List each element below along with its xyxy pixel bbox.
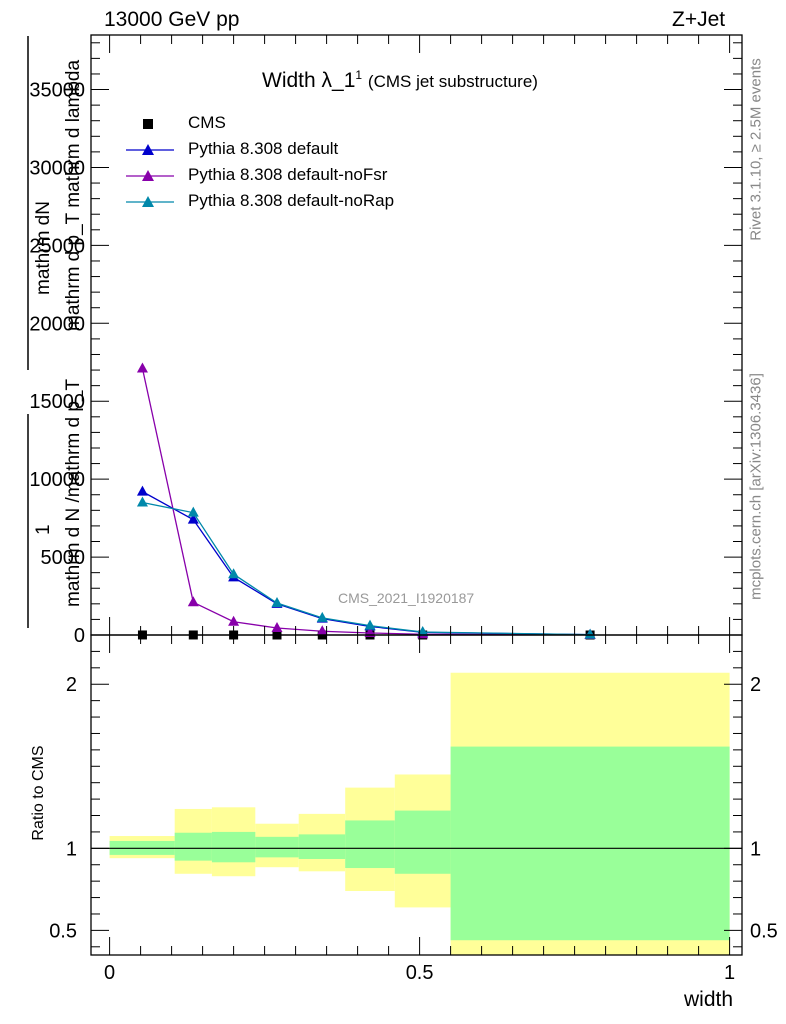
rivet-version-label: Rivet 3.1.10, ≥ 2.5M events — [747, 58, 765, 241]
ratio-y-tick-label: 2 — [750, 674, 761, 696]
data-point — [136, 485, 148, 496]
process-label: Z+Jet — [672, 8, 726, 31]
data-point — [316, 611, 328, 622]
ratio-y-tick-label: 1 — [66, 838, 77, 860]
lower-ylabel: Ratio to CMS — [30, 745, 47, 841]
ratio-band-stat — [450, 746, 730, 941]
y-tick-label: 30000 — [29, 157, 85, 179]
chart-subtitle: (CMS jet substructure) — [367, 72, 538, 91]
ratio-y-tick-label: 0.5 — [750, 920, 778, 942]
ratio-band-stat — [255, 836, 299, 858]
legend-label: Pythia 8.308 default-noFsr — [188, 165, 388, 184]
data-point — [187, 506, 199, 517]
analysis-watermark: CMS_2021_I1920187 — [338, 590, 475, 606]
data-point — [364, 619, 376, 630]
y-tick-label: 0 — [74, 625, 85, 647]
ratio-band-stat — [211, 831, 256, 863]
ratio-band-stat — [174, 832, 212, 861]
y-tick-label: 35000 — [29, 80, 85, 102]
data-point — [136, 496, 148, 507]
data-point — [187, 513, 199, 524]
ratio-y-tick-label: 1 — [750, 838, 761, 860]
ratio-band-stat — [298, 834, 346, 859]
legend-label: Pythia 8.308 default — [188, 139, 339, 158]
y-tick-label: 5000 — [41, 547, 86, 569]
x-tick-label: 1 — [724, 962, 735, 984]
data-point — [271, 597, 283, 608]
ratio-band-stat — [394, 810, 451, 874]
x-tick-label: 0.5 — [406, 962, 434, 984]
xlabel: width — [684, 988, 734, 1011]
triangle-marker-icon — [126, 144, 174, 155]
ratio-y-tick-label: 2 — [66, 674, 77, 696]
chart-title: Width λ_11 (CMS jet substructure) — [262, 68, 538, 93]
data-point — [271, 621, 283, 632]
data-point — [228, 568, 240, 579]
y-tick-label: 25000 — [29, 235, 85, 257]
triangle-marker-icon — [126, 170, 174, 181]
triangle-marker-icon — [126, 196, 174, 207]
data-point — [136, 362, 148, 373]
square-marker-icon — [143, 119, 153, 129]
data-point — [584, 628, 596, 639]
x-tick-label: 0 — [104, 962, 115, 984]
legend-label: CMS — [188, 113, 226, 132]
y-tick-label: 15000 — [29, 391, 85, 413]
data-point — [187, 596, 199, 607]
chart-title-main: Width λ_1 — [262, 69, 356, 92]
series-line — [142, 501, 591, 636]
ratio-y-tick-label: 0.5 — [49, 920, 77, 942]
y-tick-label: 10000 — [29, 469, 85, 491]
legend-label: Pythia 8.308 default-noRap — [188, 191, 395, 210]
ratio-band-stat — [345, 820, 395, 869]
y-tick-label: 20000 — [29, 313, 85, 335]
mcplots-label: mcplots.cern.ch [arXiv:1306.3436] — [747, 373, 765, 600]
data-point — [228, 615, 240, 626]
legend: CMS Pythia 8.308 default Pythia 8.308 de… — [126, 112, 436, 218]
energy-label: 13000 GeV pp — [104, 8, 240, 31]
data-point — [316, 625, 328, 636]
series-line — [141, 368, 591, 636]
lower-frame — [90, 634, 743, 956]
chart-title-sup: 1 — [355, 68, 363, 82]
